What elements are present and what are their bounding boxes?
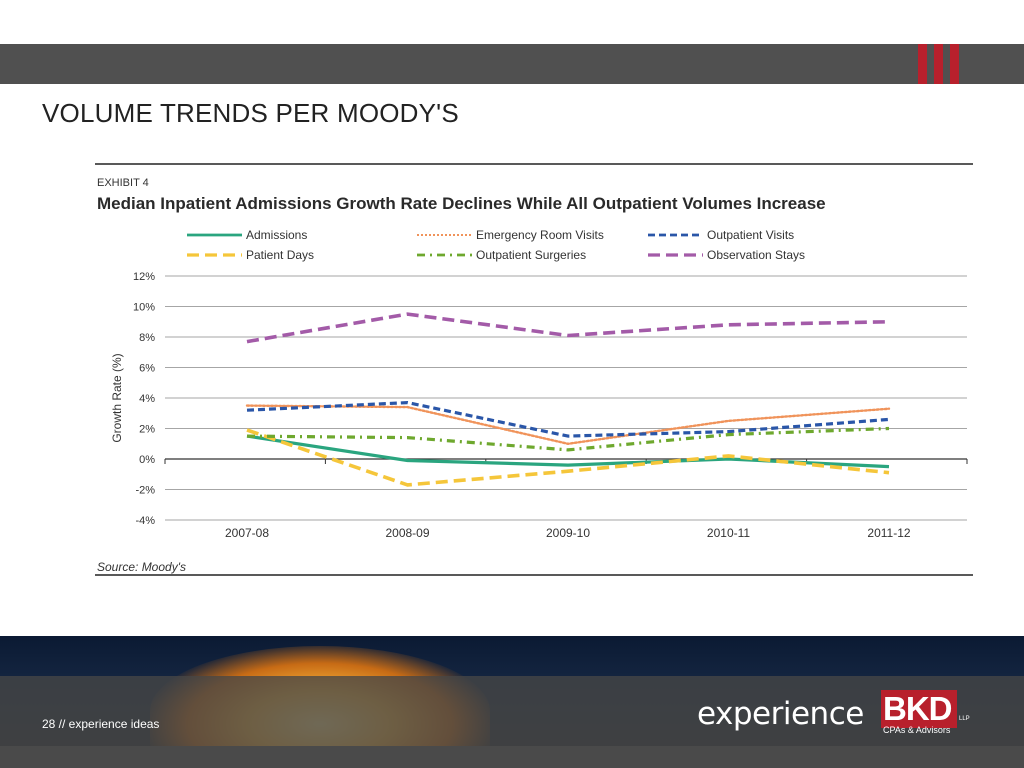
- y-axis-label: Growth Rate (%): [110, 353, 124, 442]
- x-tick-label: 2010-11: [707, 526, 750, 540]
- slide-title: VOLUME TRENDS PER MOODY'S: [42, 98, 459, 128]
- y-tick-label: 6%: [139, 363, 155, 375]
- exhibit-label: EXHIBIT 4: [97, 177, 149, 189]
- brand-bar: [918, 44, 927, 84]
- chart-source: Source: Moody's: [97, 560, 186, 574]
- x-tick-label: 2011-12: [867, 526, 910, 540]
- legend-label: Outpatient Surgeries: [476, 248, 586, 262]
- page-number-label: 28 // experience ideas: [42, 717, 160, 731]
- x-tick-label: 2007-08: [225, 526, 269, 540]
- y-tick-label: 0%: [139, 454, 155, 466]
- x-tick-label: 2009-10: [546, 526, 590, 540]
- legend-label: Patient Days: [246, 248, 314, 262]
- legend-label: Outpatient Visits: [707, 228, 794, 242]
- logo-word: experience: [697, 696, 864, 732]
- logo-tagline: CPAs & Advisors: [883, 725, 951, 735]
- y-tick-label: -4%: [135, 515, 155, 527]
- chart-title: Median Inpatient Admissions Growth Rate …: [97, 194, 826, 213]
- brand-bar: [934, 44, 943, 84]
- line-chart: EXHIBIT 4 Median Inpatient Admissions Gro…: [95, 163, 973, 576]
- y-tick-label: 8%: [139, 332, 155, 344]
- footer-band: [0, 676, 1024, 746]
- footer-bottom-strip: [0, 746, 1024, 768]
- legend-label: Emergency Room Visits: [476, 228, 604, 242]
- y-tick-label: 12%: [133, 271, 155, 283]
- top-margin: [0, 0, 1024, 44]
- series-line: [246, 312, 890, 344]
- y-tick-label: 4%: [139, 393, 155, 405]
- header-band: [0, 44, 1024, 84]
- brand-bars-logo: [918, 44, 960, 84]
- series-line: [246, 401, 890, 438]
- logo-brand: BKD: [883, 690, 952, 727]
- series-line: [246, 428, 890, 487]
- footer: 28 // experience ideas experience BKD LL…: [0, 636, 1024, 768]
- y-tick-label: -2%: [135, 485, 155, 497]
- series-line: [245, 404, 891, 445]
- y-tick-label: 10%: [133, 302, 155, 314]
- legend-label: Admissions: [246, 228, 307, 242]
- chart-container: EXHIBIT 4 Median Inpatient Admissions Gro…: [95, 163, 973, 577]
- logo-llp: LLP: [959, 716, 970, 722]
- company-logo: experience BKD LLP CPAs & Advisors: [697, 688, 997, 738]
- y-tick-label: 2%: [139, 424, 155, 436]
- legend-label: Observation Stays: [707, 248, 805, 262]
- x-tick-label: 2008-09: [385, 526, 429, 540]
- series-line: [246, 426, 890, 452]
- logo-red-box: [881, 690, 957, 728]
- brand-bar: [950, 44, 959, 84]
